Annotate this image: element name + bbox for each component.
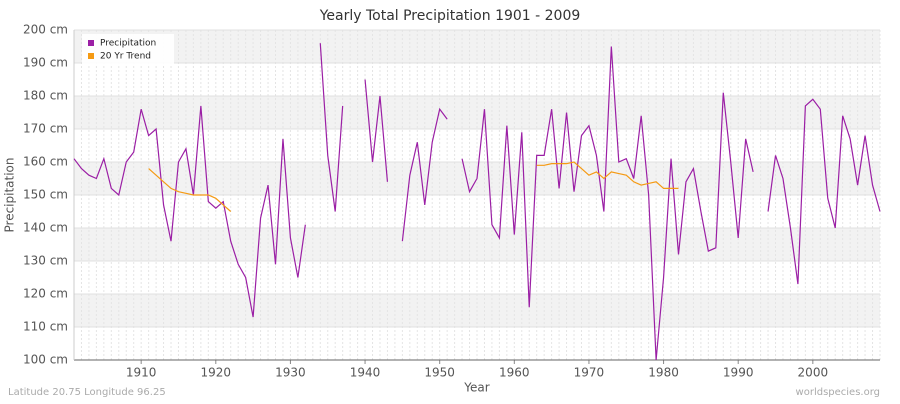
legend-swatch	[88, 40, 94, 46]
x-axis-title: Year	[463, 381, 489, 395]
series-line	[148, 168, 232, 212]
series-line	[319, 43, 344, 212]
x-tick-label: 1970	[574, 366, 605, 380]
y-tick-label: 150 cm	[23, 188, 68, 202]
series-line	[536, 161, 679, 189]
y-tick-label: 130 cm	[23, 254, 68, 268]
x-tick-label: 2000	[798, 366, 829, 380]
chart-title: Yearly Total Precipitation 1901 - 2009	[319, 8, 581, 24]
y-tick-label: 110 cm	[23, 320, 68, 334]
legend-label: Precipitation	[100, 39, 156, 49]
series-line	[461, 46, 754, 361]
x-tick-label: 1920	[201, 366, 232, 380]
grid-band	[74, 228, 880, 261]
y-tick-label: 100 cm	[23, 353, 68, 367]
legend-box	[82, 34, 174, 66]
y-tick-label: 160 cm	[23, 155, 68, 169]
y-tick-label: 170 cm	[23, 122, 68, 136]
legend-label: 20 Yr Trend	[100, 52, 151, 62]
x-tick-label: 1910	[126, 366, 157, 380]
footer-left: Latitude 20.75 Longitude 96.25	[8, 387, 166, 398]
x-tick-label: 1940	[350, 366, 381, 380]
y-tick-label: 180 cm	[23, 89, 68, 103]
x-tick-label: 1930	[275, 366, 306, 380]
y-tick-label: 140 cm	[23, 221, 68, 235]
x-tick-label: 1960	[499, 366, 530, 380]
series-line	[767, 98, 881, 285]
legend-swatch	[88, 53, 94, 59]
x-tick-label: 1990	[723, 366, 754, 380]
x-tick-label: 1980	[648, 366, 679, 380]
y-tick-label: 120 cm	[23, 287, 68, 301]
y-tick-label: 200 cm	[23, 23, 68, 37]
series-line	[364, 79, 389, 182]
y-tick-label: 190 cm	[23, 56, 68, 70]
y-axis-title: Precipitation	[3, 157, 17, 232]
series-line	[401, 107, 448, 242]
footer-right: worldspecies.org	[796, 387, 880, 398]
series-line	[73, 105, 306, 318]
x-tick-label: 1950	[424, 366, 455, 380]
grid-band	[74, 96, 880, 129]
